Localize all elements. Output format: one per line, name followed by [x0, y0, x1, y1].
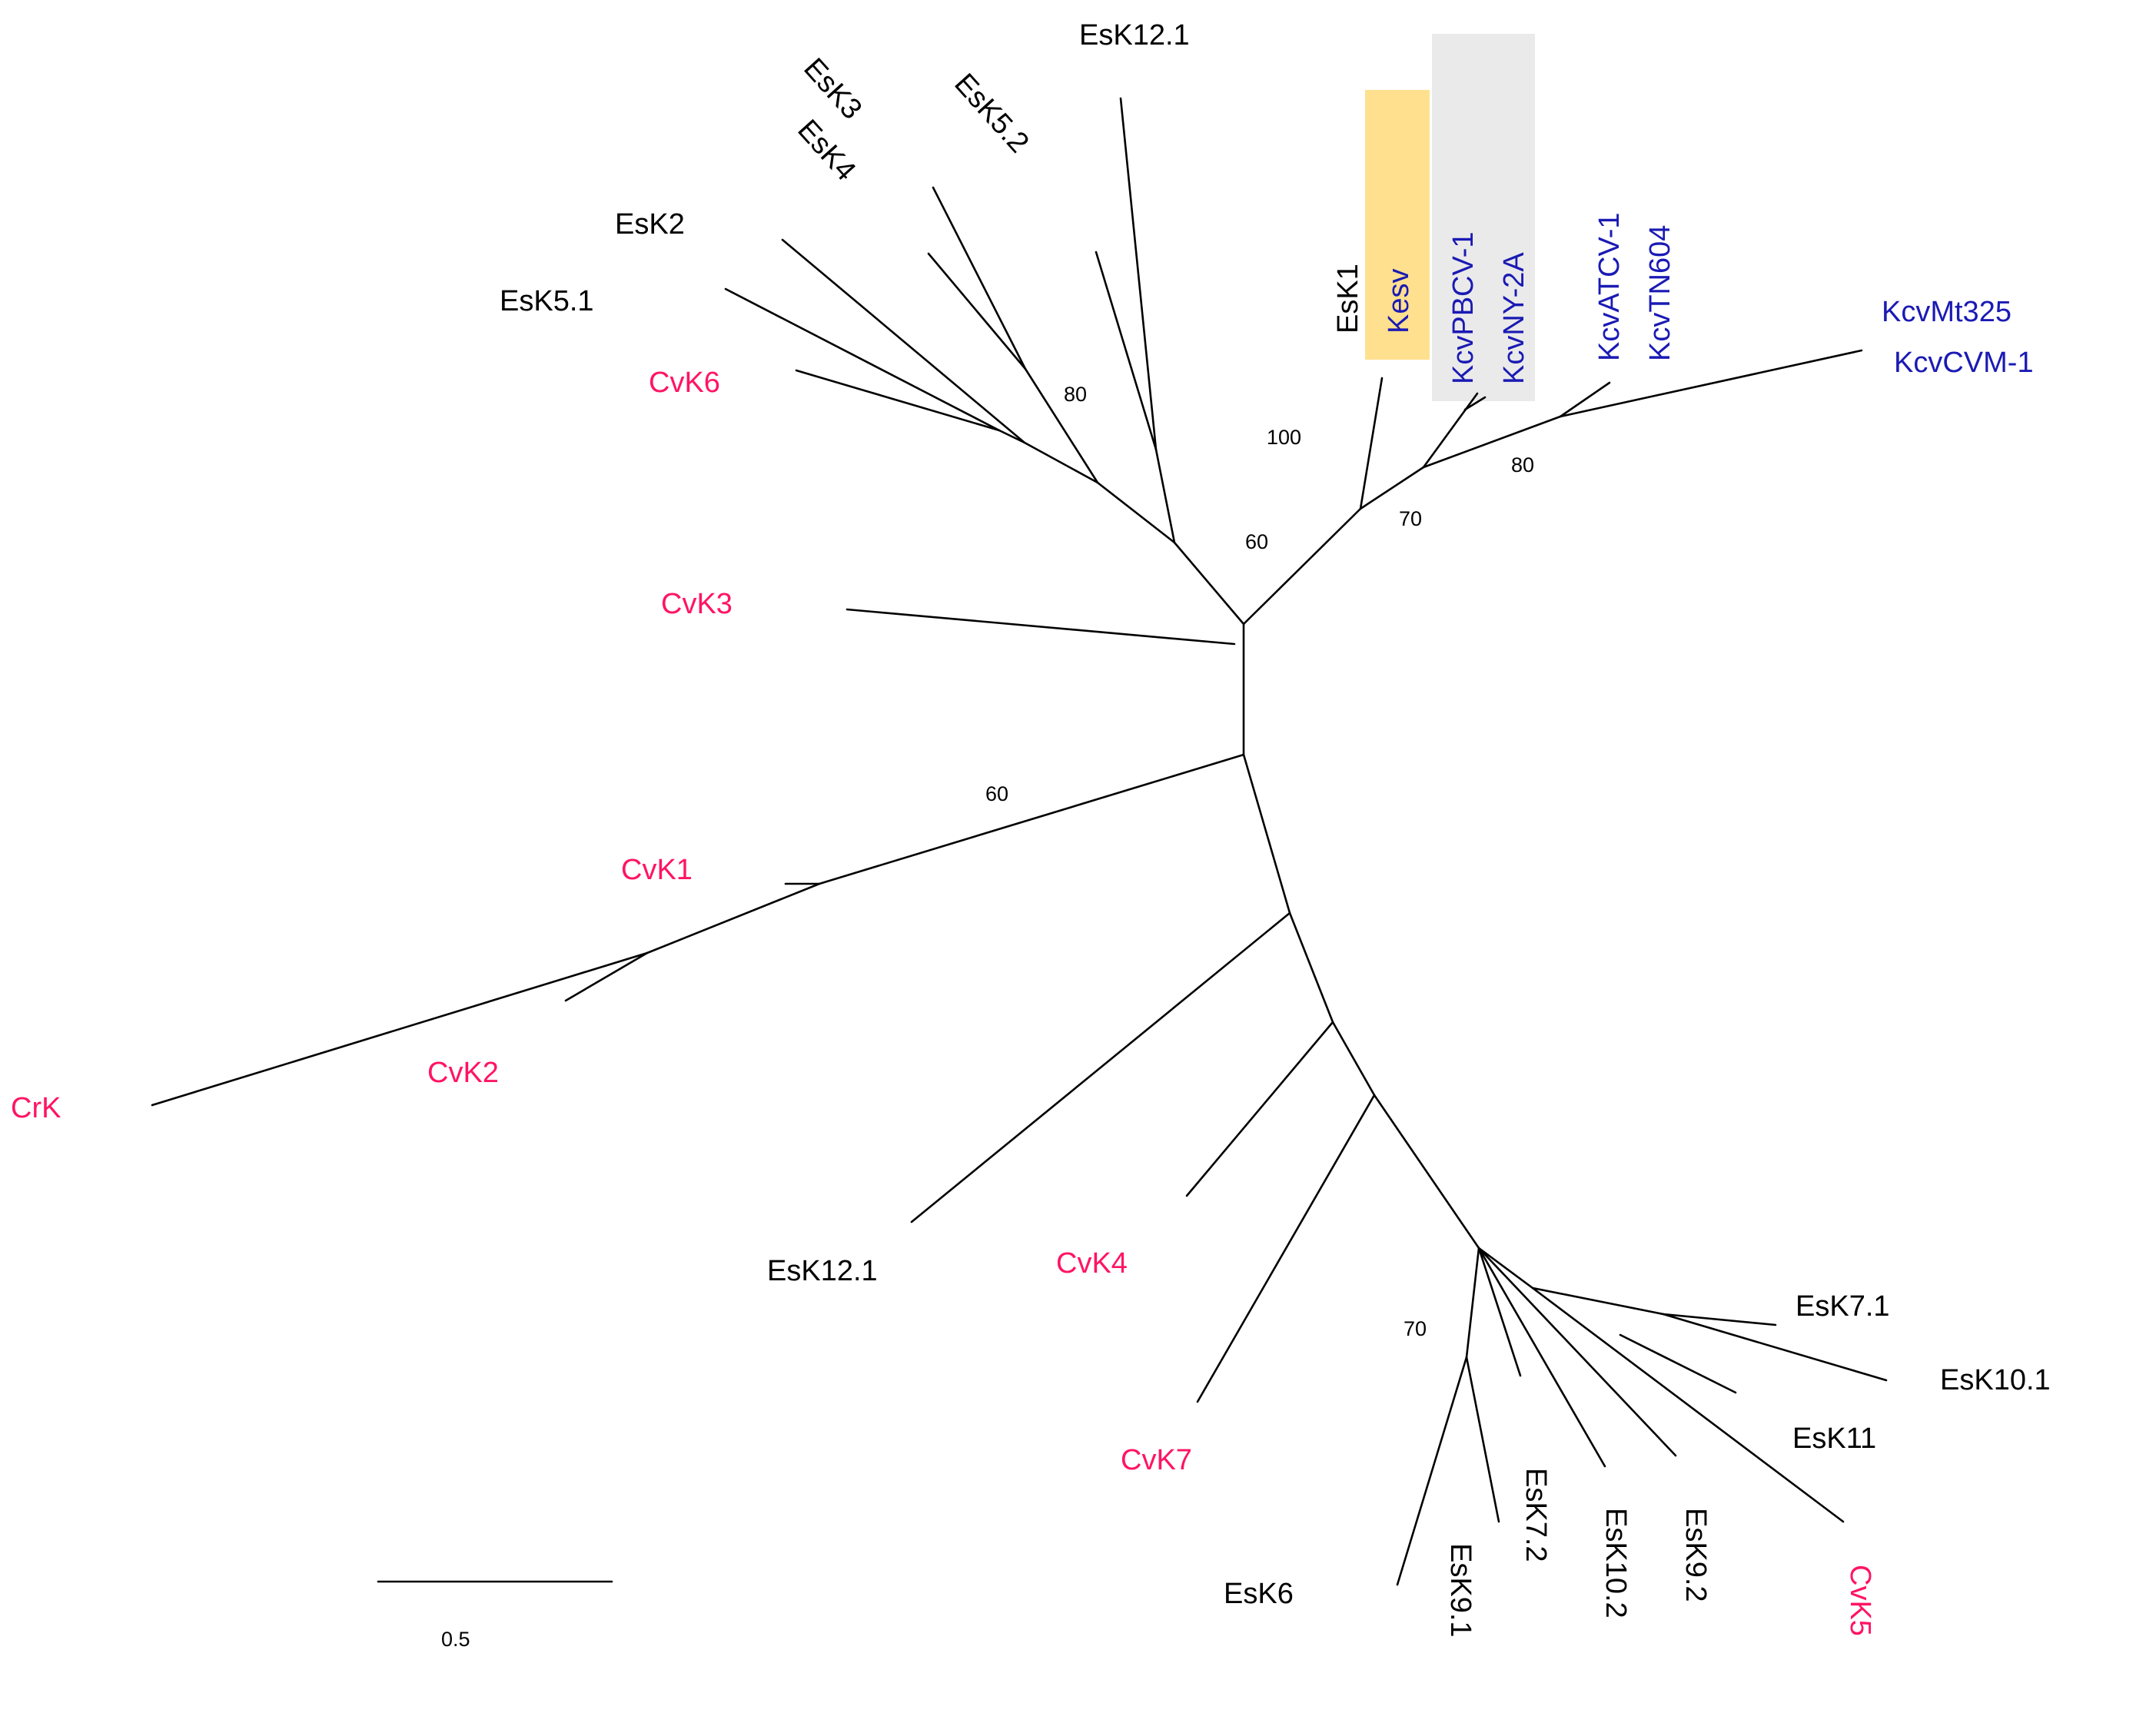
taxon-label: EsK1 [1332, 264, 1364, 334]
branch [151, 951, 649, 1107]
branch [781, 238, 1026, 444]
taxon-label: EsK9.1 [1444, 1543, 1477, 1638]
kcv-highlight-box [1432, 34, 1535, 401]
branch [1477, 1247, 1606, 1468]
branch [1662, 1313, 1888, 1382]
branch [1559, 381, 1611, 418]
branch [1477, 1247, 1522, 1377]
taxon-label: CvK1 [621, 854, 693, 886]
branch [1242, 753, 1291, 915]
taxon-label: KcvPBCV-1 [1447, 231, 1480, 384]
branch [1095, 251, 1158, 451]
branch [1465, 1247, 1480, 1359]
scale-bar: 0.5 [377, 1580, 613, 1651]
taxon-label: CvK4 [1056, 1247, 1128, 1280]
branch [1531, 1286, 1845, 1523]
taxon-label: EsK3 [797, 52, 868, 126]
taxon-label: EsK7.2 [1520, 1468, 1552, 1562]
taxon-label: EsK9.2 [1679, 1508, 1712, 1602]
branch [1196, 1094, 1376, 1403]
branch [1477, 1247, 1534, 1290]
taxon-label: KcvATCV-1 [1593, 212, 1626, 361]
taxon-label: EsK11 [1792, 1423, 1876, 1455]
branch [845, 608, 1236, 646]
branch [1463, 396, 1487, 411]
branch [927, 252, 1027, 370]
branch [1619, 1333, 1737, 1394]
branch [1359, 466, 1425, 510]
bootstrap-value: 60 [985, 782, 1008, 805]
tip-labels: EsK12.1 EsK3 EsK4 EsK5.2 EsK2 EsK5.1 CvK… [11, 19, 2051, 1638]
branch [932, 186, 1027, 370]
taxon-label: KcvTN604 [1644, 225, 1676, 361]
tree-branches [151, 97, 1888, 1586]
branch [1173, 541, 1245, 626]
branch [1242, 507, 1362, 626]
branch [1119, 97, 1158, 451]
taxon-label: EsK5.2 [948, 68, 1035, 159]
branch [724, 287, 1001, 432]
taxon-label: EsK10.2 [1600, 1508, 1632, 1618]
taxon-label: CvK5 [1844, 1565, 1876, 1636]
taxon-label: CvK7 [1121, 1444, 1192, 1476]
branch [1359, 377, 1384, 510]
branch [1023, 441, 1099, 484]
taxon-label: EsK4 [791, 114, 862, 188]
branch [1422, 392, 1479, 469]
taxon-label: KcvNY-2A [1498, 252, 1530, 384]
branch [1396, 1356, 1468, 1586]
taxon-label: Kesv [1383, 269, 1415, 334]
branch [1559, 349, 1863, 418]
branch [1465, 1356, 1500, 1523]
branch [818, 753, 1245, 885]
taxon-label: EsK12.1 [1079, 19, 1190, 51]
taxon-label: KcvMt325 [1882, 296, 2011, 328]
branch [1662, 1313, 1777, 1326]
branch [1331, 1021, 1376, 1097]
branch [1096, 481, 1176, 544]
branch [1477, 1247, 1677, 1457]
bootstrap-value: 70 [1404, 1317, 1427, 1340]
taxon-label: CvK6 [649, 367, 720, 399]
bootstrap-value: 80 [1064, 383, 1087, 406]
taxon-label: EsK12.1 [767, 1255, 878, 1287]
bootstrap-value: 100 [1267, 426, 1301, 449]
branch [1024, 367, 1099, 484]
scale-bar-label: 0.5 [441, 1628, 470, 1651]
taxon-label: EsK5.1 [500, 285, 594, 317]
taxon-label: CvK2 [427, 1057, 499, 1089]
taxon-label: EsK6 [1224, 1578, 1294, 1610]
taxon-label: EsK2 [615, 208, 685, 241]
bootstrap-value: 60 [1245, 530, 1268, 553]
branch [1288, 911, 1334, 1024]
branch [1531, 1286, 1665, 1316]
bootstrap-value: 80 [1511, 453, 1534, 476]
taxon-label: CrK [11, 1092, 61, 1124]
taxon-label: EsK10.1 [1940, 1364, 2051, 1396]
branch [795, 369, 1001, 432]
branch [646, 882, 821, 954]
taxon-label: EsK7.1 [1796, 1290, 1890, 1323]
branch [1373, 1094, 1480, 1250]
taxon-label: KcvCVM-1 [1894, 347, 2034, 379]
branch [1185, 1021, 1334, 1197]
branch [998, 429, 1026, 444]
bootstrap-values: 80 100 60 70 80 60 70 [985, 383, 1534, 1340]
taxon-label: CvK3 [661, 588, 733, 620]
branch [1422, 415, 1562, 469]
bootstrap-value: 70 [1399, 507, 1422, 530]
branch [1154, 448, 1176, 544]
kesv-highlight-box [1365, 90, 1430, 360]
branch [564, 951, 649, 1002]
branch [910, 911, 1291, 1223]
